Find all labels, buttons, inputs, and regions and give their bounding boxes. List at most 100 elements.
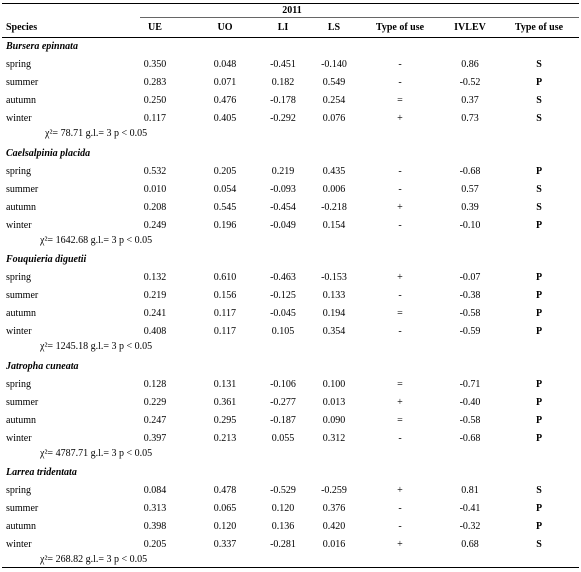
cell: -0.68 [459,165,481,177]
cell: 0.229 [143,396,167,408]
cell: 0.084 [143,485,167,496]
species-name: Jatropha cuneata [6,360,79,372]
cell: P [535,272,543,283]
cell: 0.39 [461,201,479,213]
season: spring [6,378,31,390]
cell: + [397,113,403,124]
cell: S [536,485,542,496]
species-name: Larrea tridentata [6,467,77,478]
species-name: Caelsalpinia placida [6,147,91,159]
cell: - [398,77,402,88]
cell: - [398,503,402,514]
cell: P [535,521,543,532]
cell: S [536,95,542,106]
cell: 0.117 [143,113,167,124]
cell: - [398,219,402,231]
cell: -0.68 [459,432,481,444]
cell: P [535,77,543,88]
season: winter [6,432,32,444]
cell: + [397,485,403,496]
cell: 0.247 [143,414,167,426]
cell: 0.010 [143,183,167,195]
cell: = [397,308,403,319]
cell: + [397,272,403,283]
cell: -0.454 [270,201,296,213]
season: winter [6,113,32,124]
season: autumn [6,201,36,213]
cell: 0.048 [213,59,237,70]
cell: 0.37 [461,95,479,106]
cell: 0.076 [322,113,346,124]
cell: P [535,396,543,408]
cell: 0.133 [322,290,346,301]
cell: 0.86 [461,59,479,70]
cell: 0.408 [143,326,167,337]
column-header: Type of use [375,22,425,33]
cell: P [535,326,543,337]
cell: -0.125 [270,290,296,301]
cell: -0.277 [270,396,296,408]
cell: P [535,414,543,426]
cell: 0.68 [461,539,479,550]
season: summer [6,396,39,408]
cell: 0.397 [143,432,167,444]
cell: 0.154 [322,219,346,231]
cell: 0.549 [322,77,346,88]
cell: -0.045 [270,308,296,319]
column-header: LS [327,22,341,33]
cell: 0.128 [143,378,167,390]
cell: 0.054 [213,183,237,195]
season: spring [6,272,31,283]
cell: 0.013 [322,396,346,408]
season: autumn [6,95,36,106]
cell: - [398,165,402,177]
cell: 0.312 [322,432,346,444]
cell: S [536,183,542,195]
cell: P [535,290,543,301]
cell: -0.153 [321,272,347,283]
cell: 0.156 [213,290,237,301]
cell: -0.463 [270,272,296,283]
cell: 0.478 [213,485,237,496]
cell: 0.205 [213,165,237,177]
cell: -0.218 [321,201,347,213]
cell: 0.136 [271,521,295,532]
cell: + [397,201,403,213]
cell: -0.52 [459,77,481,88]
cell: -0.38 [459,290,481,301]
cell: P [535,503,543,514]
species-name: Bursera epinnata [6,41,78,52]
cell: 0.182 [271,77,295,88]
cell: 0.376 [322,503,346,514]
cell: 0.205 [143,539,167,550]
cell: 0.476 [213,95,237,106]
season: autumn [6,521,36,532]
cell: -0.049 [270,219,296,231]
cell: - [398,59,402,70]
cell: 0.313 [143,503,167,514]
cell: -0.529 [270,485,296,496]
cell: S [536,113,542,124]
cell: = [397,95,403,106]
cell: 0.132 [143,272,167,283]
cell: -0.58 [459,414,481,426]
cell: - [398,432,402,444]
cell: -0.07 [459,272,481,283]
cell: 0.532 [143,165,167,177]
cell: 0.73 [461,113,479,124]
cell: P [535,378,543,390]
cell: P [535,219,543,231]
species-name: Fouquieria diguetii [6,254,87,265]
cell: 0.361 [213,396,237,408]
cell: -0.32 [459,521,481,532]
cell: -0.40 [459,396,481,408]
cell: P [535,165,543,177]
chi-square: χ²= 268.82 g.l.= 3 p < 0.05 [40,554,148,565]
cell: 0.219 [271,165,295,177]
cell: 0.120 [213,521,237,532]
cell: S [536,201,542,213]
cell: -0.41 [459,503,481,514]
season: summer [6,290,39,301]
cell: -0.10 [459,219,481,231]
cell: 0.405 [213,113,237,124]
